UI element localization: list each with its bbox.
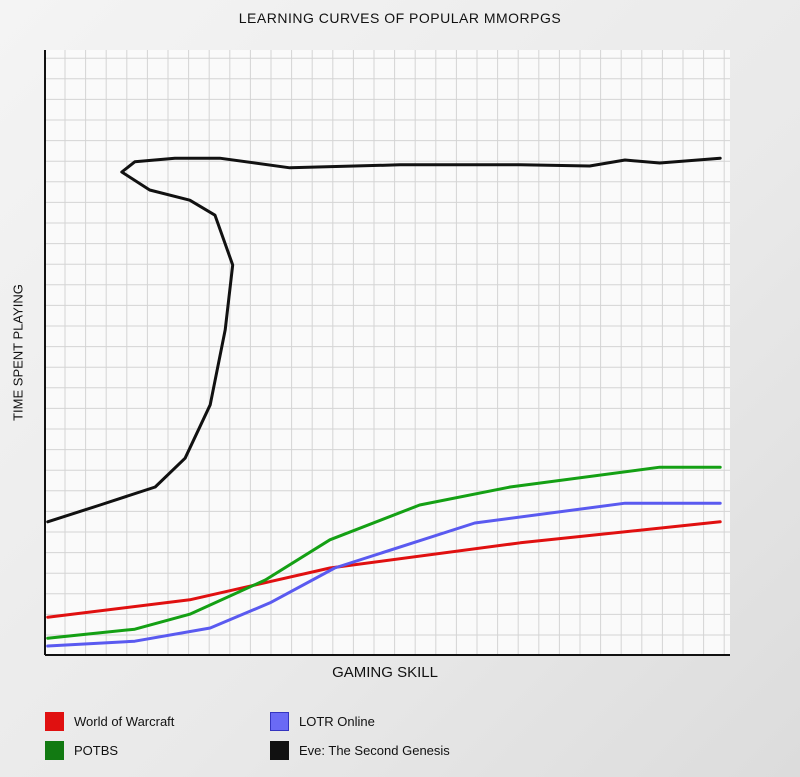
legend-label: POTBS — [74, 743, 119, 758]
legend-item-lotr: LOTR Online — [270, 712, 375, 731]
series-line-1 — [46, 501, 722, 648]
chart-title: LEARNING CURVES OF POPULAR MMORPGS — [238, 10, 562, 26]
legend-label: LOTR Online — [299, 714, 375, 729]
y-axis-label: TIME SPENT PLAYING — [10, 284, 26, 421]
legend-swatch-blue — [270, 712, 289, 731]
plot-background — [45, 50, 730, 655]
legend-item-wow: World of Warcraft — [45, 712, 174, 731]
legend-item-eve: Eve: The Second Genesis — [270, 741, 450, 760]
legend-swatch-green — [45, 741, 64, 760]
legend-label: Eve: The Second Genesis — [299, 743, 450, 758]
legend-swatch-red — [45, 712, 64, 731]
legend-item-potbs: POTBS — [45, 741, 118, 760]
x-axis-label: GAMING SKILL — [332, 664, 438, 681]
legend-label: World of Warcraft — [74, 714, 175, 729]
series-line-0 — [46, 520, 722, 619]
series-line-2 — [46, 465, 722, 640]
series-line-3 — [46, 156, 722, 524]
legend-swatch-black — [270, 741, 289, 760]
